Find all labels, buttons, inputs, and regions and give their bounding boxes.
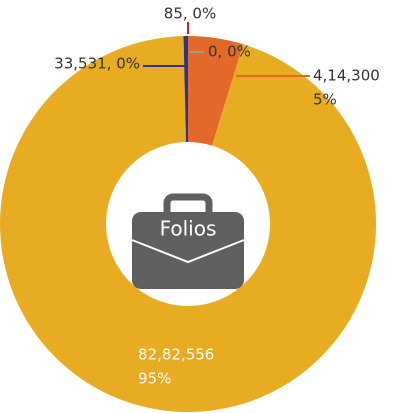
data-label: 33,531, 0% [54,55,140,73]
center-label: Folios [160,217,217,241]
data-label: 5% [313,91,337,109]
data-label: 0, 0% [208,43,251,61]
slice [183,36,188,143]
slice [0,36,376,412]
slice [188,36,244,146]
data-label: 4,14,300 [313,67,380,85]
data-label: 85, 0% [164,5,216,23]
slices [0,36,376,412]
briefcase-icon [131,193,245,289]
data-label: 95% [138,370,171,388]
data-label: 82,82,556 [138,346,214,364]
